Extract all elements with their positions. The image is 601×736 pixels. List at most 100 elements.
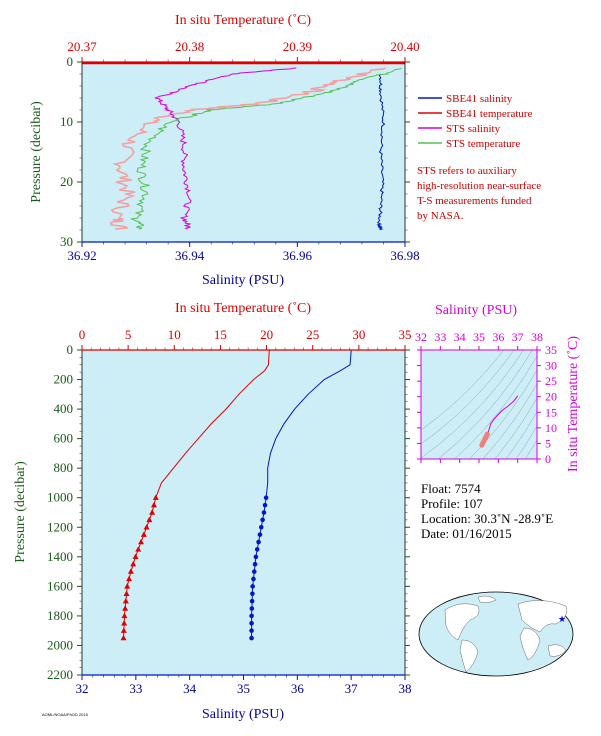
ts-temperature-tick-label: 25: [545, 374, 557, 388]
top-temperature-tick-label: 20.40: [390, 39, 419, 54]
legend-label-1: SBE41 temperature: [446, 108, 533, 120]
salinity-marker: [253, 554, 259, 560]
temperature-marker: [135, 546, 142, 552]
salinity-marker: [260, 517, 265, 523]
float-position-marker-icon: ★: [558, 615, 566, 625]
salinity-marker: [252, 561, 258, 567]
salinity-marker: [249, 613, 254, 619]
note-line-1: STS refers to auxiliary: [417, 165, 517, 177]
sts-note: STS refers to auxiliary high-resolution …: [417, 165, 541, 222]
footer-credit: AOML/NOAA/PhOD 2015: [42, 712, 89, 717]
temperature-marker: [152, 494, 159, 500]
temperature-marker: [146, 516, 153, 523]
bottom-pressure-tick-label: 1800: [47, 608, 73, 623]
top-plot-area: [82, 62, 405, 242]
temperature-marker: [138, 538, 145, 545]
bottom-salinity-tick-label: 34: [183, 681, 197, 696]
legend-label-2: STS salinity: [446, 123, 501, 135]
bottom-salinity-tick-label: 36: [291, 681, 305, 696]
density-contour: [437, 350, 533, 459]
bottom-salinity-tick-label: 35: [237, 681, 250, 696]
salinity-marker: [256, 539, 261, 545]
bottom-pressure-tick-label: 600: [54, 431, 74, 446]
temperature-marker: [122, 597, 129, 604]
bottom-pressure-tick-label: 0: [67, 342, 74, 357]
bottom-temperature-tick-label: 10: [168, 327, 181, 342]
ts-temperature-tick-label: 35: [545, 343, 557, 357]
salinity-marker: [262, 502, 268, 508]
salinity-marker: [250, 591, 255, 597]
bottom-pressure-tick-label: 1600: [47, 578, 73, 593]
ts-deep-point: [484, 431, 490, 437]
temperature-marker: [120, 627, 127, 633]
map-continents: [444, 595, 568, 673]
top-salinity-tick-label: 36.92: [67, 248, 96, 263]
ts-temperature-tick-label: 10: [545, 421, 557, 435]
ts-plot-temperature-axis-title: In situ Temperature (˚C): [566, 336, 581, 472]
temperature-marker: [123, 590, 130, 596]
salinity-marker: [250, 584, 255, 589]
ts-temperature-tick-label: 30: [545, 359, 557, 373]
bottom-plot-salinity-axis-title: Salinity (PSU): [202, 707, 284, 722]
bottom-pressure-tick-label: 1200: [47, 519, 73, 534]
ts-salinity-tick-label: 38: [531, 330, 543, 344]
top-plot-salinity-axis-title: Salinity (PSU): [202, 273, 284, 288]
legend-label-0: SBE41 salinity: [446, 93, 513, 105]
top-pressure-tick-label: 0: [67, 54, 74, 69]
ts-temperature-tick-label: 15: [545, 405, 557, 419]
density-contour: [505, 411, 537, 459]
top-pressure-tick-label: 20: [60, 174, 73, 189]
density-contour: [515, 425, 537, 459]
ts-salinity-tick-label: 37: [512, 330, 524, 344]
ts-salinity-tick-label: 33: [434, 330, 446, 344]
ts-temperature-tick-label: 0: [545, 452, 551, 466]
world-map: ★: [418, 591, 574, 677]
salinity-marker: [249, 598, 255, 604]
bottom-plot-area: [82, 350, 405, 675]
note-line-2: high-resolution near-surface: [417, 180, 541, 192]
ts-plot-salinity-axis-title: Salinity (PSU): [435, 303, 517, 318]
bottom-salinity-tick-label: 33: [129, 681, 142, 696]
top-temperature-tick-label: 20.37: [67, 39, 97, 54]
top-salinity-tick-label: 36.96: [283, 248, 313, 263]
note-line-3: T-S measurements funded: [417, 195, 532, 207]
ts-temperature-tick-label: 5: [545, 436, 551, 450]
bottom-temperature-tick-label: 15: [214, 327, 227, 342]
ts-temperature-tick-label: 20: [545, 390, 557, 404]
salinity-marker: [249, 606, 255, 611]
bottom-plot: 32 33 34 35 36 37 38 0 5 10 15 20 25 30 35 0 200 400 600 80…: [13, 301, 412, 722]
bottom-pressure-tick-label: 800: [54, 460, 74, 475]
temperature-marker: [120, 634, 127, 641]
salinity-marker: [249, 635, 254, 641]
bottom-temperature-tick-label: 5: [125, 327, 132, 342]
series-sts-temperature-secondary: [109, 67, 386, 230]
salinity-marker: [254, 547, 260, 552]
top-temperature-tick-label: 20.39: [283, 39, 312, 54]
bottom-pressure-tick-label: 400: [54, 401, 74, 416]
profile-number: Profile: 107: [421, 496, 483, 511]
bottom-temperature-tick-label: 35: [399, 327, 412, 342]
bottom-pressure-tick-label: 200: [54, 372, 74, 387]
series-temperature: [123, 349, 270, 639]
ts-salinity-tick-label: 36: [492, 330, 504, 344]
bottom-pressure-tick-label: 2000: [47, 637, 73, 652]
ts-salinity-tick-label: 32: [415, 330, 427, 344]
top-plot: 36.92 36.94 36.96 36.98 20.37 20.38 20.39 20.40…: [29, 13, 420, 288]
temperature-marker: [122, 605, 129, 611]
top-plot-pressure-axis-title: Pressure (decibar): [29, 101, 44, 203]
temperature-marker: [130, 561, 137, 567]
temperature-marker: [124, 583, 131, 589]
top-plot-temperature-axis-title: In situ Temperature (˚C): [175, 13, 311, 28]
density-contour: [482, 383, 537, 459]
bottom-temperature-tick-label: 0: [79, 327, 86, 342]
salinity-marker: [258, 524, 264, 530]
top-salinity-tick-label: 36.94: [175, 248, 205, 263]
legend: SBE41 salinity SBE41 temperature STS salin…: [418, 93, 533, 150]
salinity-marker: [251, 569, 257, 574]
bottom-pressure-tick-label: 1000: [47, 490, 73, 505]
series-sts-temperature: [129, 67, 402, 230]
bottom-pressure-tick-label: 2200: [47, 667, 73, 682]
ts-salinity-tick-label: 34: [454, 330, 466, 344]
